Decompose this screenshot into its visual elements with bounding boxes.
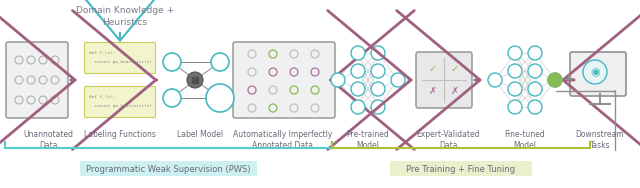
Text: Domain Knowledge +
Heuristics: Domain Knowledge + Heuristics xyxy=(76,6,174,27)
Text: Label Model: Label Model xyxy=(177,130,223,139)
Text: Expert-Validated
Data: Expert-Validated Data xyxy=(416,130,480,150)
Circle shape xyxy=(211,53,229,71)
FancyBboxPatch shape xyxy=(84,42,156,74)
Text: ✗: ✗ xyxy=(429,86,437,96)
Circle shape xyxy=(528,82,542,96)
Circle shape xyxy=(488,73,502,87)
Text: Pre-trained
Model: Pre-trained Model xyxy=(347,130,389,150)
Bar xyxy=(192,77,198,83)
Circle shape xyxy=(331,73,345,87)
Circle shape xyxy=(548,73,562,87)
FancyBboxPatch shape xyxy=(416,52,472,108)
Text: Labeling Functions: Labeling Functions xyxy=(84,130,156,139)
FancyBboxPatch shape xyxy=(84,86,156,118)
Circle shape xyxy=(371,100,385,114)
Circle shape xyxy=(508,100,522,114)
Circle shape xyxy=(163,53,181,71)
Circle shape xyxy=(508,82,522,96)
Text: Fine-tuned
Model: Fine-tuned Model xyxy=(504,130,545,150)
Circle shape xyxy=(371,82,385,96)
Text: ✓: ✓ xyxy=(429,64,437,74)
Circle shape xyxy=(351,46,365,60)
Text: Unannotated
Data: Unannotated Data xyxy=(23,130,73,150)
Circle shape xyxy=(528,64,542,78)
Circle shape xyxy=(371,64,385,78)
Text: return pw_heuristic(x): return pw_heuristic(x) xyxy=(89,60,152,64)
Text: Automatically Imperfectly
Annotated Data: Automatically Imperfectly Annotated Data xyxy=(234,130,333,150)
Circle shape xyxy=(391,73,405,87)
Circle shape xyxy=(528,100,542,114)
Text: Programmatic Weak Supervision (PWS): Programmatic Weak Supervision (PWS) xyxy=(86,165,251,174)
Circle shape xyxy=(528,46,542,60)
Text: ◉: ◉ xyxy=(590,67,600,77)
Circle shape xyxy=(508,64,522,78)
Text: def f_(x):: def f_(x): xyxy=(89,50,115,54)
FancyBboxPatch shape xyxy=(6,42,68,118)
Circle shape xyxy=(351,64,365,78)
Text: Downstream
Tasks: Downstream Tasks xyxy=(576,130,624,150)
Circle shape xyxy=(163,89,181,107)
Circle shape xyxy=(351,82,365,96)
Circle shape xyxy=(508,46,522,60)
Circle shape xyxy=(583,60,607,84)
FancyBboxPatch shape xyxy=(80,161,257,176)
Text: return pw_heuristic(x): return pw_heuristic(x) xyxy=(89,104,152,108)
Circle shape xyxy=(548,73,562,87)
Circle shape xyxy=(206,84,234,112)
Text: Pre Training + Fine Tuning: Pre Training + Fine Tuning xyxy=(406,165,516,174)
Text: ✗: ✗ xyxy=(451,86,459,96)
FancyBboxPatch shape xyxy=(390,161,532,176)
Text: def f_(x):: def f_(x): xyxy=(89,94,115,98)
Circle shape xyxy=(371,46,385,60)
Text: +: + xyxy=(563,73,575,87)
FancyBboxPatch shape xyxy=(570,52,626,96)
Text: ✓: ✓ xyxy=(451,64,459,74)
FancyBboxPatch shape xyxy=(233,42,335,118)
Circle shape xyxy=(351,100,365,114)
Circle shape xyxy=(187,72,203,88)
